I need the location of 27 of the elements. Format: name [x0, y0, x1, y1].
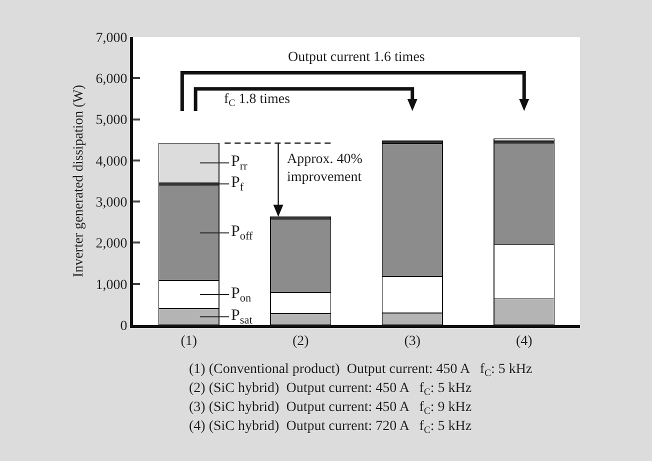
x-tick-label: (4): [516, 334, 533, 349]
series-label: P$_{on}$: [231, 285, 252, 304]
series-label: P$_{off}$: [231, 223, 254, 242]
y-axis-title: Inverter generated dissipation (W): [71, 84, 86, 278]
y-tick-label: 0: [120, 318, 128, 334]
text: (3) (SiC hybrid) Output current: 450 A f$_{C}$: 9 kHz: [189, 400, 472, 417]
annotation: Approx. 40% improvement: [287, 152, 363, 186]
y-tick-label: 6,000: [96, 72, 128, 88]
x-tick-label: (1): [180, 334, 198, 349]
y-tick-label: 5,000: [96, 113, 128, 128]
text: (1) (Conventional product) Output current: 450 A f$_{C}$: 5 kHz: [189, 362, 532, 379]
x-tick-label: (2): [292, 334, 310, 349]
series-label: P$_{sat}$: [231, 307, 254, 326]
y-tick-label: 2,000: [96, 236, 128, 252]
bar: [158, 142, 220, 183]
y-tick-label: 4,000: [96, 154, 128, 170]
text: (4) (SiC hybrid) Output current: 720 A f$_{C}$: 5 kHz: [189, 419, 472, 436]
y-tick-label: 7,000: [96, 30, 128, 46]
y-tick-label: 3,000: [96, 195, 128, 210]
annotation: f$_{C}$ 1.8 times: [224, 92, 290, 109]
y-tick-label: 1,000: [96, 278, 128, 293]
text: (2) (SiC hybrid) Output current: 450 A f$_{C}$: 5 kHz: [189, 381, 472, 398]
bar: [494, 138, 555, 142]
x-tick-label: (3): [404, 334, 421, 349]
annotation: Output current 1.6 times: [288, 50, 425, 65]
series-label: P$_{f}$: [231, 174, 244, 194]
series-label: P$_{rr}$: [231, 153, 248, 172]
